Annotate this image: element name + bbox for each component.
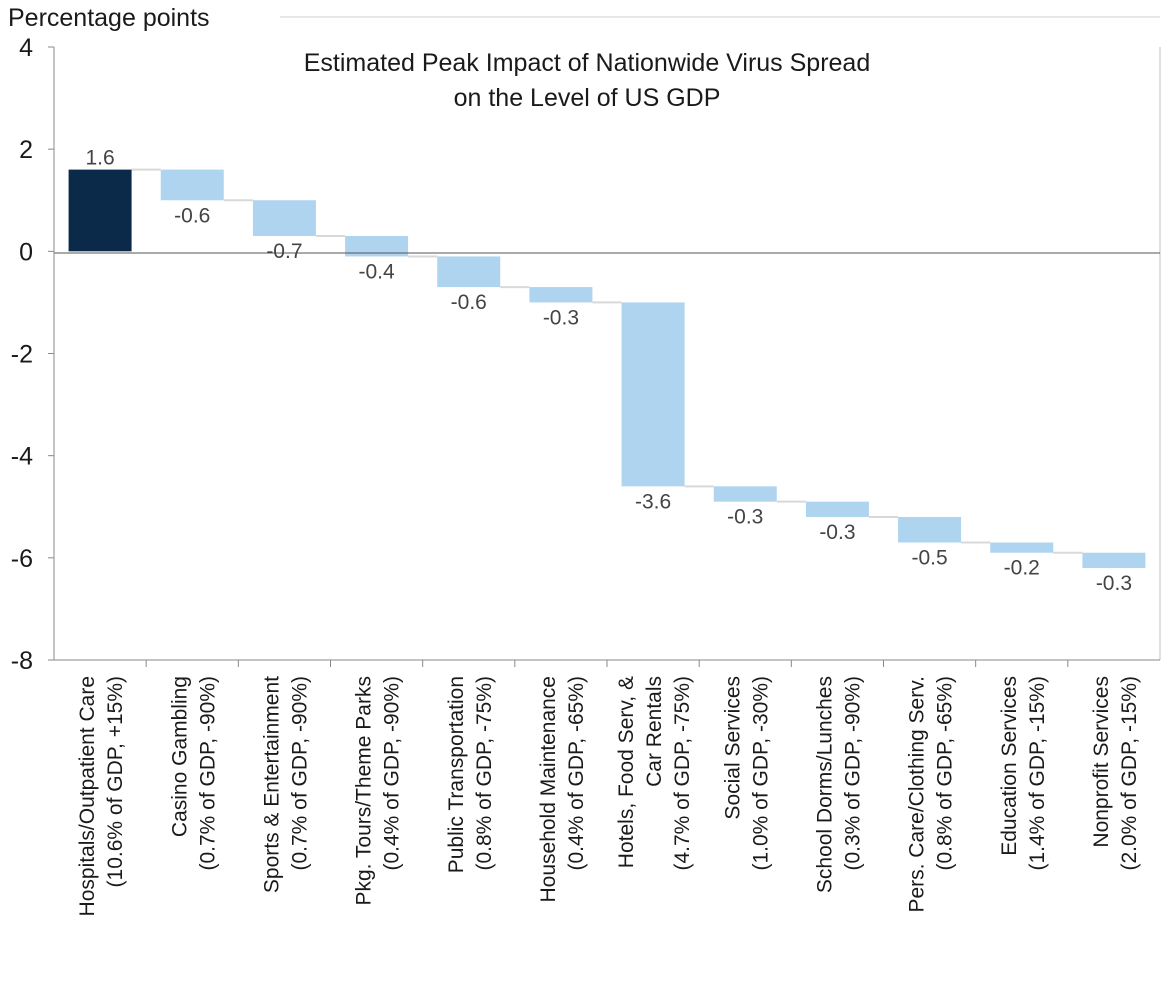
chart-title: Estimated Peak Impact of Nationwide Viru…: [304, 49, 871, 77]
data-label: -0.2: [1004, 557, 1040, 580]
bar: [990, 542, 1054, 553]
data-labels: 1.6 -0.6 -0.7 -0.4 -0.6 -0.3 -3.6 -0.3 -0.3 -0.5 -…: [85, 147, 1132, 595]
category-label: (0.8% of GDP, -65%): [934, 676, 957, 871]
category-label: (0.7% of GDP, -90%): [288, 676, 311, 871]
category-label: (1.0% of GDP, -30%): [749, 676, 772, 871]
category-label: Hotels, Food Serv, &: [615, 676, 638, 868]
category-label: Casino Gambling: [168, 676, 191, 837]
bar: [529, 287, 593, 303]
category-label: School Dorms/Lunches: [813, 676, 836, 893]
category-label: Pkg. Tours/Theme Parks: [353, 676, 376, 906]
bar: [713, 486, 777, 502]
category-label: (0.8% of GDP, -75%): [473, 676, 496, 871]
y-tick-label: -2: [11, 341, 33, 369]
bars: [68, 169, 1146, 569]
data-label: -0.3: [1096, 572, 1132, 595]
category-label: (0.3% of GDP, -90%): [841, 676, 864, 871]
x-axis-ticks: [145, 660, 1069, 667]
bar: [160, 169, 224, 201]
y-tick-label: -6: [11, 545, 33, 573]
data-label: -0.3: [727, 506, 763, 529]
category-label: (0.4% of GDP, -90%): [381, 676, 404, 871]
category-label: Social Services: [721, 676, 744, 820]
bar: [1082, 552, 1146, 569]
y-tick-label: 2: [19, 136, 33, 164]
category-label: (4.7% of GDP, -75%): [671, 676, 694, 871]
category-label: (0.4% of GDP, -65%): [565, 676, 588, 871]
bar: [621, 302, 685, 487]
y-tick-label: -8: [11, 647, 33, 675]
y-tick-label: 0: [19, 238, 33, 266]
bar: [252, 200, 316, 237]
category-label: Car Rentals: [643, 676, 666, 787]
header-bg: [0, 0, 280, 34]
data-label: -0.5: [911, 547, 947, 570]
category-label: (2.0% of GDP, -15%): [1118, 676, 1141, 871]
data-label: -0.3: [543, 306, 579, 329]
category-label: Pers. Care/Clothing Serv.: [906, 676, 929, 913]
data-label: -0.6: [174, 204, 210, 227]
category-label: (0.7% of GDP, -90%): [196, 676, 219, 871]
y-axis: 4 2 0 -2 -4 -6 -8: [11, 34, 54, 675]
data-label: -0.4: [358, 260, 395, 283]
y-tick-label: 4: [19, 34, 33, 62]
chart-title-line2: on the Level of US GDP: [454, 84, 721, 112]
y-tick-label: -4: [11, 443, 33, 471]
category-label: (10.6% of GDP, +15%): [104, 676, 127, 887]
data-label: -0.6: [451, 291, 487, 314]
bar: [345, 236, 409, 257]
category-label: Nonprofit Services: [1090, 676, 1113, 848]
data-label: -0.3: [819, 521, 855, 544]
category-label: Sports & Entertainment: [260, 676, 283, 893]
data-label: -0.7: [266, 240, 302, 263]
category-label: Education Services: [998, 676, 1021, 856]
bar: [437, 256, 501, 288]
category-label: Household Maintenance: [537, 676, 560, 903]
category-label: Hospitals/Outpatient Care: [76, 676, 99, 916]
connector-lines: [131, 168, 1083, 554]
category-labels: Hospitals/Outpatient Care (10.6% of GDP, …: [76, 676, 1141, 917]
data-label: 1.6: [85, 147, 114, 170]
bar: [68, 169, 132, 252]
data-label: -3.6: [635, 490, 671, 513]
y-axis-unit-label: Percentage points: [8, 4, 210, 32]
category-label: Public Transportation: [445, 676, 468, 873]
bar: [805, 501, 869, 517]
bar: [898, 516, 962, 543]
category-label: (1.4% of GDP, -15%): [1026, 676, 1049, 871]
